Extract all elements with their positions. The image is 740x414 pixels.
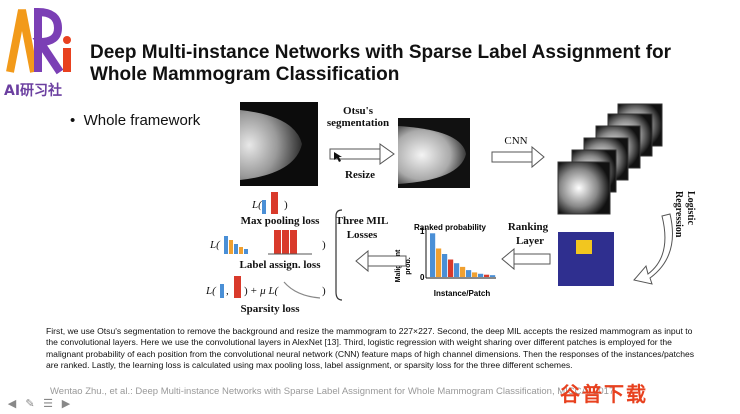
ranked-bar (460, 266, 466, 277)
mil-bracket (335, 209, 343, 301)
otsu-arrow-icon (329, 143, 395, 165)
reference-text: Wentao Zhu., et al.: Deep Multi-instance… (50, 386, 615, 397)
max-pool-bar-blue (262, 200, 266, 214)
menu-icon[interactable]: ☰ (43, 398, 53, 410)
ranked-bar (430, 233, 436, 277)
next-arrow-icon[interactable]: ▶ (61, 398, 71, 410)
logo-text: AI研习社 (4, 83, 63, 99)
max-pool-bar-red (271, 192, 278, 214)
max-pool-label: Max pooling loss (241, 215, 321, 227)
ranking-label-1: Ranking (508, 221, 549, 233)
sparsity-L: L( (205, 285, 217, 297)
label-assign-L: L( (209, 239, 221, 251)
logistic-label-1: Logistic (685, 191, 696, 225)
slide-title-line1: Deep Multi-instance Networks with Sparse… (90, 42, 672, 63)
sparsity-mu: + μ L( (250, 285, 280, 297)
watermark-text: 谷普下载 (560, 382, 648, 406)
otsu-label-2: segmentation (327, 117, 389, 129)
max-pool-L: L( (251, 199, 263, 211)
original-mammogram-image (240, 102, 318, 186)
ranked-bar (472, 272, 478, 277)
y-axis-label-2: prob. (405, 257, 412, 275)
prev-arrow-icon[interactable]: ◀ (7, 398, 17, 410)
resized-mammogram-image (398, 118, 470, 188)
ranked-bar (484, 274, 490, 277)
ranked-bar (454, 263, 460, 277)
ranked-bar (436, 248, 442, 277)
chart-title: Ranked probability (414, 223, 487, 232)
ranked-bar (490, 275, 496, 277)
sparsity-bar-red (234, 276, 241, 298)
sparsity-comma: , (226, 285, 229, 297)
slide-caption: First, we use Otsu's segmentation to rem… (46, 326, 695, 370)
mil-label-2: Losses (347, 229, 378, 241)
ai-yanxishe-logo (4, 2, 74, 98)
probability-heatmap (558, 232, 614, 286)
cnn-label: CNN (504, 135, 527, 147)
otsu-label-1: Otsu's (343, 105, 374, 117)
cursor-icon (334, 152, 342, 162)
sparsity-label: Sparsity loss (241, 303, 301, 315)
framework-diagram: Otsu's segmentation Resize CNN Logistic … (205, 102, 696, 315)
logistic-label-2: Regression (673, 191, 684, 238)
ranked-bar (442, 254, 448, 277)
label-assign-bars (224, 236, 248, 254)
ranked-probability-chart: Ranked probability Malignant prob. 1 0 I… (395, 223, 496, 298)
label-assign-label: Label assign. loss (240, 259, 322, 271)
label-assign-target-bars (268, 230, 312, 255)
sparsity-curve (283, 281, 321, 299)
sparsity-bar-blue (220, 284, 224, 298)
slide-title: Deep Multi-instance Networks with Sparse… (90, 42, 710, 86)
ranking-label-2: Layer (516, 235, 544, 247)
logistic-arrow-icon (633, 213, 673, 285)
bullet-text: Whole framework (83, 112, 201, 129)
pen-icon[interactable]: ✎ (25, 398, 35, 410)
y-tick-0: 0 (420, 273, 425, 282)
mil-arrow-icon (355, 249, 407, 273)
sparsity-close-1: ) (244, 285, 248, 297)
slide-toolbar: ◀ ✎ ☰ ▶ (6, 398, 72, 410)
ranking-arrow-icon (501, 247, 551, 271)
bullet-item: • Whole framework (70, 112, 200, 129)
cnn-arrow-icon (491, 145, 545, 169)
slide-title-line2: Whole Mammogram Classification (90, 64, 400, 85)
ranked-bar (448, 259, 454, 277)
ranked-bar (478, 273, 484, 277)
ranked-bar (466, 270, 472, 277)
x-axis-label: Instance/Patch (434, 289, 491, 298)
mil-label-1: Three MIL (336, 215, 389, 227)
sparsity-close-2: ) (322, 285, 326, 297)
label-assign-close: ) (322, 239, 326, 251)
resize-label: Resize (345, 169, 375, 181)
y-tick-1: 1 (420, 227, 425, 236)
bullet-dot-icon: • (70, 112, 84, 129)
cnn-feature-maps (557, 103, 663, 215)
max-pool-close: ) (284, 199, 288, 211)
